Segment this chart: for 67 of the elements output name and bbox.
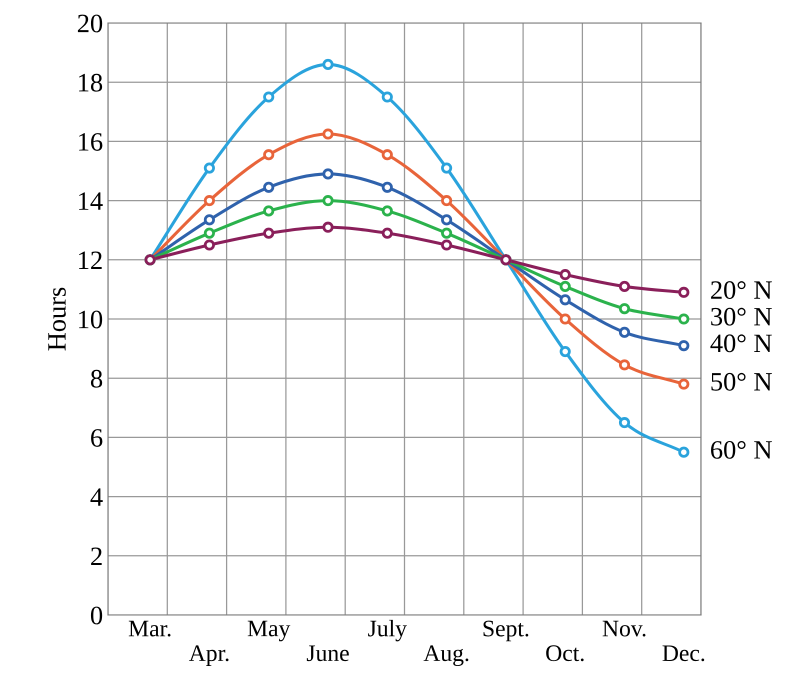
y-tick-label: 16: [79, 133, 102, 151]
point: [618, 280, 630, 292]
point: [322, 58, 334, 70]
point: [441, 195, 452, 206]
point: [263, 149, 274, 160]
point: [204, 239, 215, 251]
point: [560, 294, 571, 306]
point: [263, 228, 274, 239]
series-label: 20° N: [711, 281, 772, 299]
point: [322, 128, 334, 140]
y-tick-label: 0: [90, 606, 102, 624]
point: [560, 346, 571, 358]
x-tick-label: Nov.: [602, 620, 646, 637]
x-tick-label: Sept.: [484, 620, 528, 642]
series-label: 30° N: [711, 308, 772, 326]
point: [678, 286, 690, 298]
x-tick-label: June: [306, 645, 349, 662]
point: [204, 162, 215, 174]
point: [441, 162, 452, 174]
point: [322, 195, 334, 206]
point: [560, 280, 571, 292]
y-tick-label: 4: [90, 488, 103, 506]
point: [441, 228, 452, 239]
point: [678, 313, 690, 325]
point: [618, 417, 630, 428]
y-tick-label: 14: [79, 192, 103, 210]
point: [204, 228, 215, 239]
x-tick-label: Dec.: [662, 645, 704, 662]
x-tick-label: Mar.: [128, 620, 171, 637]
point: [441, 239, 452, 251]
series-label: 50° N: [711, 372, 772, 391]
point: [382, 228, 393, 239]
y-axis-title: Hours: [48, 288, 66, 350]
point: [204, 214, 215, 226]
point: [263, 182, 274, 193]
series-label: 60° N: [711, 440, 772, 459]
x-tick-label: Oct.: [546, 645, 584, 662]
point: [441, 214, 452, 226]
point: [678, 340, 690, 352]
y-tick-label: 12: [79, 251, 102, 269]
point: [322, 222, 334, 233]
y-tick-label: 6: [91, 429, 102, 447]
point: [382, 91, 393, 103]
y-tick-label: 2: [91, 547, 102, 565]
point: [322, 168, 334, 180]
point: [204, 195, 215, 206]
point: [263, 91, 274, 103]
point: [618, 359, 630, 370]
point: [618, 303, 630, 314]
point: [382, 182, 393, 193]
y-tick-label: 8: [90, 370, 102, 388]
x-tick-label: July: [368, 620, 407, 642]
x-tick-label: Aug.: [424, 645, 468, 666]
x-tick-label: May: [248, 620, 290, 642]
point: [382, 149, 393, 160]
point: [560, 313, 571, 325]
y-tick-label: 10: [79, 310, 102, 328]
y-tick-label: 18: [79, 74, 102, 92]
point: [560, 269, 571, 280]
series-label: 40° N: [710, 334, 772, 352]
y-tick-label: 20: [78, 14, 102, 32]
point: [263, 205, 274, 217]
point: [382, 205, 393, 217]
point: [678, 446, 690, 458]
point: [678, 378, 690, 390]
point: [618, 326, 630, 338]
x-tick-label: Apr.: [188, 645, 229, 666]
